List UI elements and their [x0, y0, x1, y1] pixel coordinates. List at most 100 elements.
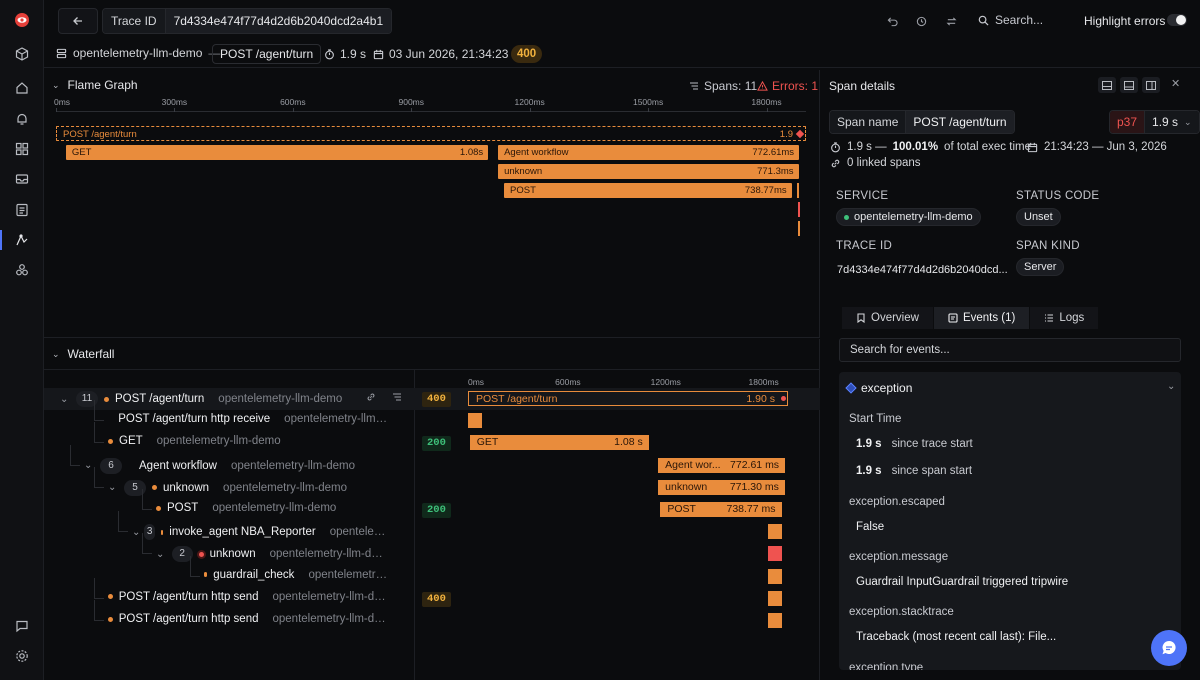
exec-suffix: of total exec time [944, 141, 1031, 153]
waterfall-bar[interactable]: unknown 771.30 ms [658, 479, 785, 495]
logo-icon[interactable] [11, 9, 33, 31]
swap-icon[interactable] [943, 13, 959, 29]
service-chip[interactable]: opentelemetry-llm-demo [836, 208, 981, 226]
waterfall-row[interactable]: ⌄ 6 Agent workflow opentelemetry-llm-demo Ag… [44, 444, 820, 477]
settings-icon[interactable] [11, 645, 33, 667]
link-icon[interactable] [366, 392, 376, 402]
flame-bar-mark[interactable] [796, 183, 799, 198]
waterfall-bar[interactable]: Agent wor... 772.61 ms [658, 457, 786, 473]
layout-bottom-icon[interactable] [1098, 77, 1116, 93]
logs-icon[interactable] [11, 199, 33, 221]
tree-connector [142, 489, 152, 510]
waterfall-row[interactable]: POST /agent/turn http send opentelemetry-… [44, 600, 820, 632]
highlight-errors-toggle[interactable] [1167, 14, 1187, 26]
chevron-down-icon[interactable]: ⌄ [84, 460, 93, 472]
status-dot [108, 438, 113, 444]
layout-stack-icon[interactable] [1120, 77, 1138, 93]
waterfall-column-divider[interactable] [414, 369, 415, 680]
error-marker-icon [781, 396, 786, 401]
list-icon [1045, 314, 1054, 322]
event-header[interactable]: exception [845, 381, 912, 395]
span-name: POST /agent/turn http send [118, 590, 259, 603]
flame-bar[interactable]: unknown 771.3ms [498, 164, 799, 179]
cube-icon[interactable] [11, 43, 33, 65]
waterfall-bar[interactable] [768, 613, 782, 628]
tab-logs[interactable]: Logs [1030, 307, 1100, 329]
waterfall-bar[interactable]: POST /agent/turn 1.90 s [468, 391, 788, 406]
calendar-icon [373, 49, 384, 59]
undo-icon[interactable] [884, 13, 900, 29]
flame-bar-mark[interactable] [797, 202, 800, 217]
home-icon[interactable] [11, 77, 33, 99]
chevron-down-icon[interactable]: ⌄ [1167, 381, 1176, 392]
flame-axis-tickline [766, 108, 768, 112]
global-search[interactable]: Search... [978, 13, 1043, 27]
waterfall-bar[interactable] [768, 524, 782, 540]
events-search-input[interactable]: Search for events... [839, 338, 1181, 362]
layout-side-icon[interactable] [1142, 77, 1160, 93]
waterfall-header[interactable]: ⌄ Waterfall [52, 347, 114, 361]
waterfall-row[interactable]: GET opentelemetry-llm-demo 200 GET 1.08 s [44, 422, 820, 454]
service-status-dot [844, 214, 849, 220]
waterfall-bar[interactable]: GET 1.08 s [469, 435, 649, 451]
flame-graph-header[interactable]: ⌄ Flame Graph [52, 78, 138, 92]
chevron-down-icon[interactable]: ⌄ [108, 482, 117, 494]
percentile-label: p37 [1110, 111, 1146, 133]
status-dot [152, 485, 157, 491]
chat-icon [1162, 640, 1176, 655]
integrations-icon[interactable] [11, 259, 33, 281]
tab-events[interactable]: Events (1) [933, 307, 1031, 329]
waterfall-bar[interactable] [468, 413, 482, 429]
waterfall-bar[interactable] [768, 590, 782, 606]
dashboards-icon[interactable] [11, 138, 33, 160]
linked-spans-line[interactable]: 0 linked spans [830, 157, 921, 169]
trace-id-display[interactable]: Trace ID 7d4334e474f77d4d2d6b2040dcd2a4b… [102, 8, 393, 34]
waterfall-bar[interactable]: POST 738.77 ms [660, 502, 782, 517]
flame-bar[interactable]: GET 1.08s [65, 145, 489, 160]
flame-bar[interactable]: POST /agent/turn 1.9 [56, 126, 806, 141]
history-icon[interactable] [913, 13, 929, 29]
waterfall-row[interactable]: POST /agent/turn http receive opentelemet… [44, 400, 820, 432]
span-name-value[interactable]: POST /agent/turn [906, 111, 1014, 133]
waterfall-row[interactable]: ⌄ 2 unknown opentelemetry-llm-demo [44, 533, 820, 565]
timer-icon [325, 48, 334, 59]
chevron-down-icon[interactable]: ⌄ [156, 548, 165, 560]
filter-icon[interactable] [392, 392, 402, 402]
flame-bar[interactable]: Agent workflow 772.61ms [498, 145, 800, 160]
trace-id-kv-value[interactable]: 7d4334e474f77d4d2d6b2040dcd... [837, 264, 1008, 276]
chevron-down-icon[interactable]: ⌄ [132, 526, 141, 538]
waterfall-top-divider [44, 369, 820, 370]
close-icon[interactable]: ✕ [1171, 78, 1181, 90]
percentile-value: 1.9 s [1152, 115, 1179, 129]
flame-bar[interactable]: POST 738.77ms [504, 183, 792, 198]
waterfall-row[interactable]: ⌄ 5 unknown opentelemetry-llm-demo unknown 77… [44, 466, 820, 499]
warning-icon [757, 81, 768, 91]
flame-bar-duration: 771.3ms [757, 166, 794, 177]
alerts-icon[interactable] [11, 108, 33, 130]
chevron-down-icon[interactable]: ⌄ [60, 393, 69, 405]
percentile-value-wrap[interactable]: 1.9 s ⌄ [1145, 111, 1199, 133]
server-icon [56, 48, 67, 58]
waterfall-bar[interactable] [768, 568, 782, 584]
traces-icon[interactable] [11, 229, 33, 251]
waterfall-row[interactable]: ⌄3 invoke_agent NBA_Reporter opentelemetry… [44, 511, 820, 543]
waterfall-row[interactable]: POST opentelemetry-llm-demo 200 POST 738.77 … [44, 489, 820, 521]
span-service: opentelemetry-llm-demo [269, 548, 390, 561]
exception-stacktrace-value[interactable]: Traceback (most recent call last): File.… [856, 631, 1057, 643]
feedback-icon[interactable] [11, 615, 33, 637]
back-button[interactable] [58, 8, 98, 34]
chat-support-button[interactable] [1151, 630, 1187, 666]
waterfall-bar[interactable] [768, 546, 782, 562]
spans-count-label: Spans: 11 [704, 79, 758, 93]
errors-count[interactable]: Errors: 1 [757, 79, 818, 93]
inbox-icon[interactable] [11, 168, 33, 190]
tab-overview[interactable]: Overview [842, 307, 934, 329]
span-name-cell: GET opentelemetry-llm-demo [108, 435, 281, 447]
trace-id-value[interactable]: 7d4334e474f77d4d2d6b2040dcd2a4b1 [165, 9, 392, 33]
waterfall-row[interactable]: guardrail_check opentelemetry-llm-demo [44, 555, 820, 588]
waterfall-row[interactable]: ⌄ 11 POST /agent/turn opentelemetry-llm-dem… [44, 388, 820, 410]
span-details-panel: Span details ✕ Span name POST /agent/tur… [820, 70, 1200, 680]
percentile-selector[interactable]: p37 1.9 s ⌄ [1109, 110, 1200, 134]
flame-bar-mark[interactable] [797, 221, 800, 236]
waterfall-row[interactable]: POST /agent/turn http send opentelemetry-… [44, 577, 820, 610]
